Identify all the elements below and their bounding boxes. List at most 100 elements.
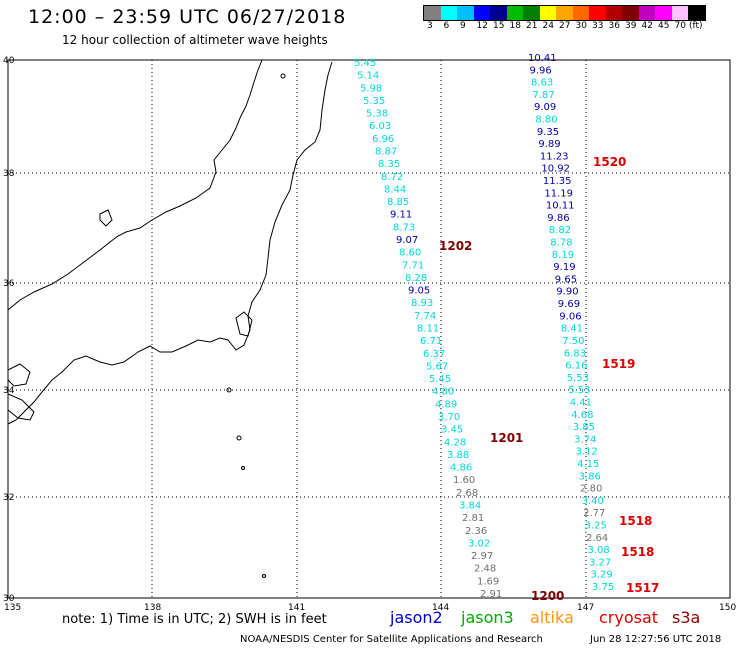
wave-height-value: 9.35 [537, 127, 559, 138]
scale-swatch [523, 6, 540, 20]
wave-height-value: 5.67 [426, 361, 448, 372]
scale-swatch [572, 6, 589, 20]
wave-height-value: 8.85 [387, 197, 409, 208]
wave-height-value: 9.05 [408, 286, 430, 297]
wave-height-value: 8.78 [550, 238, 572, 249]
wave-height-value: 4.15 [577, 459, 599, 470]
scale-label: 3 [427, 21, 433, 31]
scale-swatch [605, 6, 622, 20]
wave-height-value: 10.11 [546, 201, 575, 212]
wave-height-value: 3.02 [468, 538, 490, 549]
wave-height-value: 3.70 [438, 412, 460, 423]
wave-height-value: 10.41 [528, 53, 557, 64]
generated-timestamp: Jun 28 12:27:56 UTC 2018 [590, 634, 722, 645]
wave-height-value: 5.98 [360, 83, 382, 94]
wave-height-value: 5.45 [429, 374, 451, 385]
pass-number-label: 1202 [439, 239, 472, 253]
wave-height-value: 5.53 [568, 385, 590, 396]
wave-height-value: 4.41 [570, 398, 592, 409]
wave-height-value: 4.80 [432, 387, 454, 398]
wave-height-value: 5.14 [357, 71, 379, 82]
wave-height-value: 9.65 [555, 274, 577, 285]
scale-label: 12 [476, 21, 488, 31]
wave-height-value: 9.90 [556, 287, 578, 298]
legend-item-jason3: jason3 [461, 608, 514, 627]
wave-height-value: 10.92 [541, 164, 570, 175]
wave-height-value: 9.19 [553, 262, 575, 273]
latitude-label: 30 [3, 594, 15, 604]
wave-height-value: 3.12 [576, 447, 598, 458]
wave-height-value: 3.88 [447, 450, 469, 461]
scale-label: 70 [674, 21, 686, 31]
wave-height-value: 5.45 [354, 58, 376, 69]
wave-height-value: 2.91 [480, 589, 502, 600]
wave-height-value: 8.80 [535, 115, 557, 126]
scale-label: 15 [493, 21, 505, 31]
wave-height-value: 4.86 [450, 463, 472, 474]
latitude-label: 32 [3, 493, 14, 503]
wave-height-value: 8.72 [381, 172, 403, 183]
wave-height-value: 2.97 [471, 551, 493, 562]
credit-text: NOAA/NESDIS Center for Satellite Applica… [240, 634, 543, 645]
longitude-label: 150 [719, 603, 736, 613]
wave-height-value: 3.84 [459, 501, 481, 512]
wave-height-value: 3.74 [574, 434, 596, 445]
latitude-label: 38 [3, 169, 15, 179]
wave-height-value: 2.80 [580, 484, 602, 495]
wave-height-value: 2.81 [462, 513, 484, 524]
wave-height-value: 8.60 [399, 248, 421, 259]
color-scale-bar [423, 5, 706, 21]
japan-coastline [7, 59, 333, 578]
graticule [8, 60, 730, 598]
wave-height-value: 8.19 [552, 250, 574, 261]
scale-label: 24 [542, 21, 554, 31]
pass-number-label: 1200 [531, 589, 564, 603]
legend-item-altika: altika [530, 608, 574, 627]
scale-label: 18 [509, 21, 521, 31]
wave-height-value: 4.68 [571, 410, 593, 421]
scale-label: 21 [526, 21, 538, 31]
pass-number-label: 1201 [490, 431, 523, 445]
scale-label: 36 [608, 21, 620, 31]
wave-height-value: 7.87 [533, 90, 555, 101]
legend-item-s3a: s3a [672, 608, 701, 627]
wave-height-value: 8.82 [549, 225, 571, 236]
wave-height-value: 9.07 [396, 235, 418, 246]
scale-label: 39 [625, 21, 637, 31]
longitude-tick-labels: 135 138 141 144 147 150 [4, 603, 736, 613]
scale-label: 30 [575, 21, 587, 31]
wave-height-value: 8.73 [393, 222, 415, 233]
wave-height-value: 8.87 [375, 147, 397, 158]
wave-height-value: 7.71 [402, 260, 424, 271]
scale-swatch [473, 6, 490, 20]
wave-height-value: 3.27 [589, 557, 611, 568]
wave-height-value: 3.45 [441, 425, 463, 436]
scale-swatch [638, 6, 655, 20]
longitude-label: 135 [4, 603, 21, 613]
latitude-tick-labels: 40 38 36 34 32 30 [3, 56, 15, 604]
pass-number-label: 1518 [621, 545, 654, 559]
wave-height-value: 6.16 [565, 361, 587, 372]
wave-height-value: 4.89 [435, 399, 457, 410]
map-subtitle: 12 hour collection of altimeter wave hei… [62, 33, 328, 47]
scale-swatch [490, 6, 507, 20]
scale-swatch [671, 6, 688, 20]
wave-height-value: 8.93 [411, 298, 433, 309]
wave-height-value: 6.83 [564, 348, 586, 359]
scale-label: 9 [460, 21, 466, 31]
wave-height-value: 5.35 [363, 96, 385, 107]
longitude-label: 147 [577, 603, 594, 613]
scale-swatch [688, 6, 705, 20]
scale-label: (ft) [689, 21, 703, 31]
wave-height-value: 3.25 [585, 521, 607, 532]
wave-height-value: 3.40 [582, 496, 604, 507]
legend-item-cryosat: cryosat [599, 608, 659, 627]
legend-item-jason2: jason2 [390, 608, 443, 627]
wave-height-value: 7.50 [562, 336, 584, 347]
pass-number-label: 1520 [593, 155, 626, 169]
pass-number-label: 1518 [619, 514, 652, 528]
latitude-label: 40 [3, 56, 15, 66]
wave-height-value: 6.03 [369, 121, 391, 132]
wave-height-value: 3.75 [592, 582, 614, 593]
